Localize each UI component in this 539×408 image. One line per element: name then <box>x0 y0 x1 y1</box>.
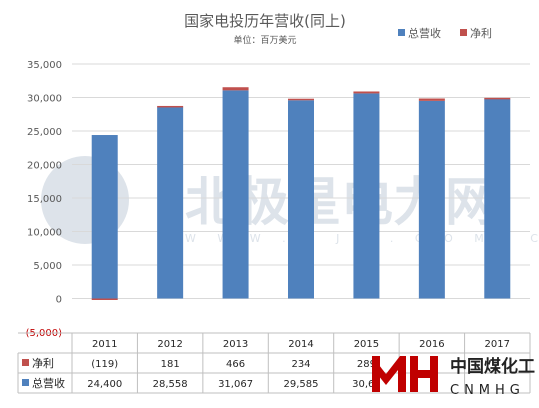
y-tick-label: 15,000 <box>27 194 62 205</box>
x-tick-label: 2013 <box>223 339 248 350</box>
bar-profit <box>288 98 314 101</box>
bar-profit <box>484 97 511 100</box>
bar-revenue <box>91 135 118 299</box>
y-tick-label: 10,000 <box>27 228 62 239</box>
table-row-label: 净利 <box>32 356 54 370</box>
x-tick-label: 2017 <box>485 339 510 350</box>
y-tick-label: 20,000 <box>27 161 62 172</box>
legend-label: 总营收 <box>408 26 441 40</box>
bar-revenue <box>157 107 184 299</box>
table-cell: 234 <box>291 359 310 370</box>
legend: 总营收 净利 <box>398 26 492 40</box>
bar-profit <box>91 298 118 300</box>
table-cell: (119) <box>91 359 118 370</box>
table-cell: 181 <box>161 359 180 370</box>
table-cell: 28,558 <box>153 379 188 390</box>
x-tick-label: 2012 <box>157 339 182 350</box>
legend-swatch <box>460 29 467 36</box>
bar-profit <box>157 105 184 108</box>
bars <box>91 87 511 300</box>
x-tick-label: 2011 <box>92 339 117 350</box>
y-axis: 35,000 30,000 25,000 20,000 15,000 10,000 5,00… <box>26 60 63 339</box>
table-cell: 31,067 <box>218 379 253 390</box>
chart-subtitle: 单位：百万美元 <box>233 34 296 46</box>
bar-profit <box>418 98 445 101</box>
bar-revenue <box>418 100 445 299</box>
bar-revenue <box>353 93 380 299</box>
logo-name-cn: 中国煤化工 <box>450 356 535 377</box>
table-cell: 466 <box>226 359 245 370</box>
table-cell: 24,400 <box>87 379 122 390</box>
y-tick-label: 25,000 <box>27 127 62 138</box>
y-tick-label: 0 <box>56 295 62 306</box>
data-table: 2011 2012 2013 2014 2015 2016 2017 净利 (119) 181 46… <box>17 332 531 394</box>
x-tick-label: 2014 <box>288 339 313 350</box>
y-tick-label: 30,000 <box>27 94 62 105</box>
bar-revenue <box>222 90 249 299</box>
bar-profit <box>222 87 249 91</box>
logo-mark-icon <box>372 356 438 392</box>
chart-title: 国家电投历年营收(同上) <box>184 12 346 30</box>
bar-revenue <box>288 100 314 299</box>
table-row-swatch <box>22 379 29 386</box>
table-row-swatch <box>22 359 29 366</box>
table-cell: 289 <box>357 359 376 370</box>
y-tick-label: 35,000 <box>27 60 62 71</box>
table-cell: 30,61 <box>352 379 381 390</box>
x-tick-label: 2015 <box>354 339 379 350</box>
logo: 中国煤化工 CNMHG <box>372 356 535 398</box>
table-cell: 29,585 <box>284 379 319 390</box>
table-row-label: 总营收 <box>32 376 65 390</box>
y-tick-label: 5,000 <box>33 261 62 272</box>
bar-revenue <box>484 98 511 299</box>
legend-swatch <box>398 29 405 36</box>
legend-label: 净利 <box>470 26 492 40</box>
logo-name-en: CNMHG <box>450 383 525 398</box>
bar-profit <box>353 91 380 94</box>
x-tick-label: 2016 <box>419 339 444 350</box>
